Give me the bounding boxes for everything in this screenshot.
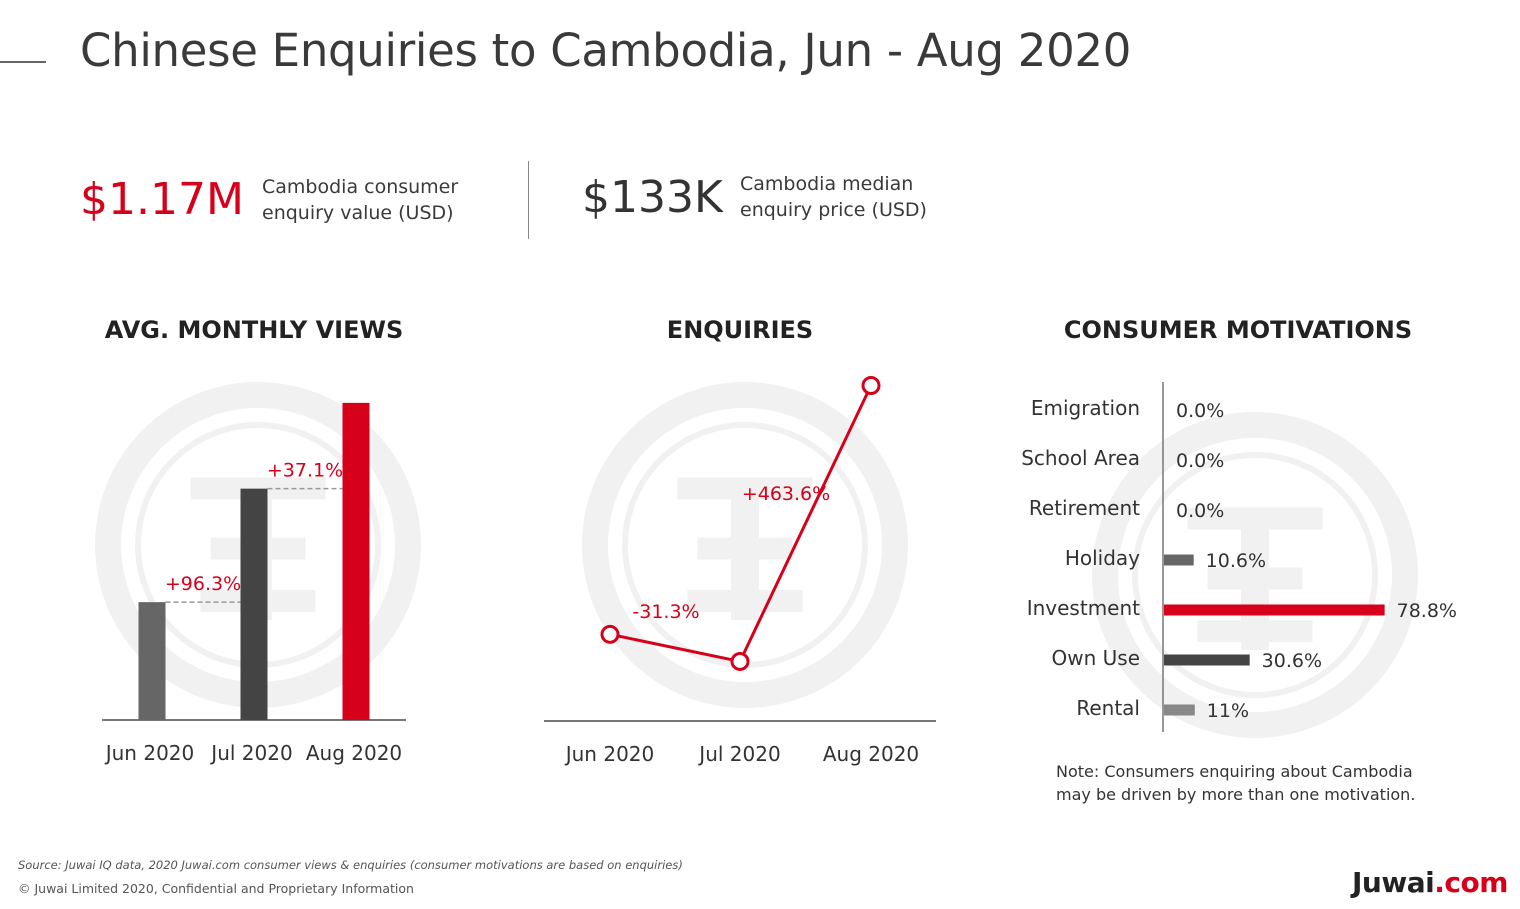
enquiries-point — [730, 651, 750, 671]
motivations-bar — [1164, 604, 1385, 616]
views-change-label: +96.3% — [165, 573, 241, 595]
enquiries-x-tick-label: Jun 2020 — [564, 742, 655, 766]
motivations-bar-chart: Emigration 0.0% School Area 0.0% Retirement 0… — [1021, 382, 1457, 738]
views-chart-title: AVG. MONTHLY VIEWS — [104, 316, 404, 344]
logo-suffix: .com — [1434, 866, 1508, 899]
motivations-value-label: 10.6% — [1206, 550, 1266, 572]
views-bar — [240, 488, 268, 720]
kpi-divider — [528, 161, 529, 239]
motivations-bar — [1164, 654, 1250, 666]
enquiries-point — [861, 376, 881, 396]
views-bar-chart: Jun 2020 Jul 2020 Aug 2020 +96.3% +37.1% — [95, 382, 421, 765]
motivations-value-label: 0.0% — [1176, 500, 1224, 522]
source-note: Source: Juwai IQ data, 2020 Juwai.com co… — [18, 858, 683, 872]
kpi-enquiry-value-label-line2: enquiry value (USD) — [262, 202, 454, 224]
enquiries-chart-title: ENQUIRIES — [666, 316, 814, 344]
motivations-category-label: Own Use — [1052, 646, 1141, 670]
motivations-chart-title: CONSUMER MOTIVATIONS — [1063, 316, 1413, 344]
title-rule — [0, 61, 46, 63]
page-title: Chinese Enquiries to Cambodia, Jun - Aug… — [80, 24, 1132, 77]
views-x-tick-label: Aug 2020 — [306, 741, 402, 765]
motivations-category-label: Retirement — [1029, 496, 1140, 520]
juwai-seal-watermark-icon — [582, 382, 908, 708]
enquiries-change-label: -31.3% — [632, 601, 699, 623]
views-x-tick-label: Jul 2020 — [209, 741, 292, 765]
enquiries-point — [600, 624, 620, 644]
copyright-note: © Juwai Limited 2020, Confidential and P… — [18, 881, 414, 896]
motivations-category-label: Holiday — [1065, 546, 1140, 570]
note-line-1: Note: Consumers enquiring about Cambodia — [1056, 762, 1413, 781]
motivations-category-label: Emigration — [1031, 396, 1140, 420]
motivations-value-label: 30.6% — [1262, 650, 1322, 672]
motivations-value-label: 0.0% — [1176, 450, 1224, 472]
enquiries-x-tick-label: Jul 2020 — [697, 742, 780, 766]
motivations-category-label: School Area — [1021, 446, 1140, 470]
views-x-tick-label: Jun 2020 — [104, 741, 195, 765]
motivations-category-label: Investment — [1027, 596, 1140, 620]
motivations-bar — [1164, 704, 1195, 716]
motivations-value-label: 11% — [1207, 700, 1249, 722]
enquiries-line-chart: Jun 2020 Jul 2020 Aug 2020 -31.3% +463.6% — [544, 376, 936, 766]
juwai-seal-watermark-icon — [1092, 412, 1418, 738]
motivation-note: Note: Consumers enquiring about Cambodia… — [1056, 760, 1456, 806]
motivations-bar — [1164, 554, 1194, 566]
kpi-enquiry-value-label-line1: Cambodia consumer — [262, 176, 459, 198]
views-bar — [138, 602, 166, 720]
logo-name: Juwai — [1352, 866, 1435, 899]
motivations-value-label: 78.8% — [1397, 600, 1457, 622]
juwai-logo: Juwai.com — [1352, 866, 1508, 899]
enquiries-change-label: +463.6% — [742, 483, 830, 505]
kpi-median-price-label-line2: enquiry price (USD) — [740, 199, 927, 221]
motivations-category-label: Rental — [1076, 696, 1140, 720]
kpi-median-price: $133K — [582, 172, 723, 223]
kpi-median-price-label-line1: Cambodia median — [740, 173, 914, 195]
motivations-value-label: 0.0% — [1176, 400, 1224, 422]
enquiries-x-tick-label: Aug 2020 — [823, 742, 919, 766]
views-change-label: +37.1% — [267, 460, 343, 482]
note-line-2: may be driven by more than one motivatio… — [1056, 785, 1416, 804]
kpi-enquiry-value: $1.17M — [80, 174, 244, 225]
views-bar — [342, 402, 370, 720]
